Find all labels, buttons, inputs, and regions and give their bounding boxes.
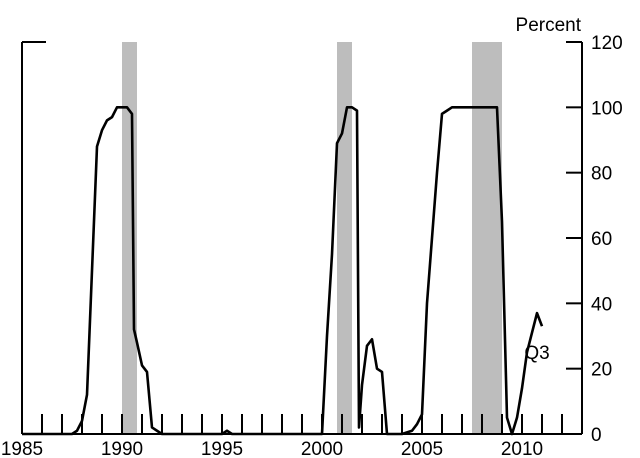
- y-tick-label: 80: [591, 164, 612, 185]
- y-axis-label: Percent: [516, 15, 582, 36]
- recession-bands: [122, 42, 502, 434]
- annotation-label: Q3: [524, 343, 549, 364]
- x-tick-label: 1990: [101, 439, 143, 458]
- recession-band: [472, 42, 502, 434]
- x-tick-label: 1995: [201, 439, 243, 458]
- x-tick-label: 2000: [301, 439, 343, 458]
- labels: 0 20 40 60 80 100 120 1985 1990 1995 2000 2005 2010 Q…: [1, 33, 623, 458]
- y-tick-label: 120: [591, 33, 623, 54]
- x-tick-label: 1985: [1, 439, 43, 458]
- y-tick-label: 100: [591, 98, 623, 119]
- y-tick-label: 40: [591, 294, 612, 315]
- x-tick-label: 2010: [501, 439, 543, 458]
- series-line: [22, 106, 544, 436]
- y-tick-label: 60: [591, 229, 612, 250]
- y-tick-label: 20: [591, 360, 612, 381]
- recession-band: [122, 42, 137, 434]
- series-lines: [22, 106, 544, 436]
- x-tick-label: 2005: [401, 439, 443, 458]
- y-tick-label: 0: [591, 425, 602, 446]
- recession-band: [337, 42, 352, 434]
